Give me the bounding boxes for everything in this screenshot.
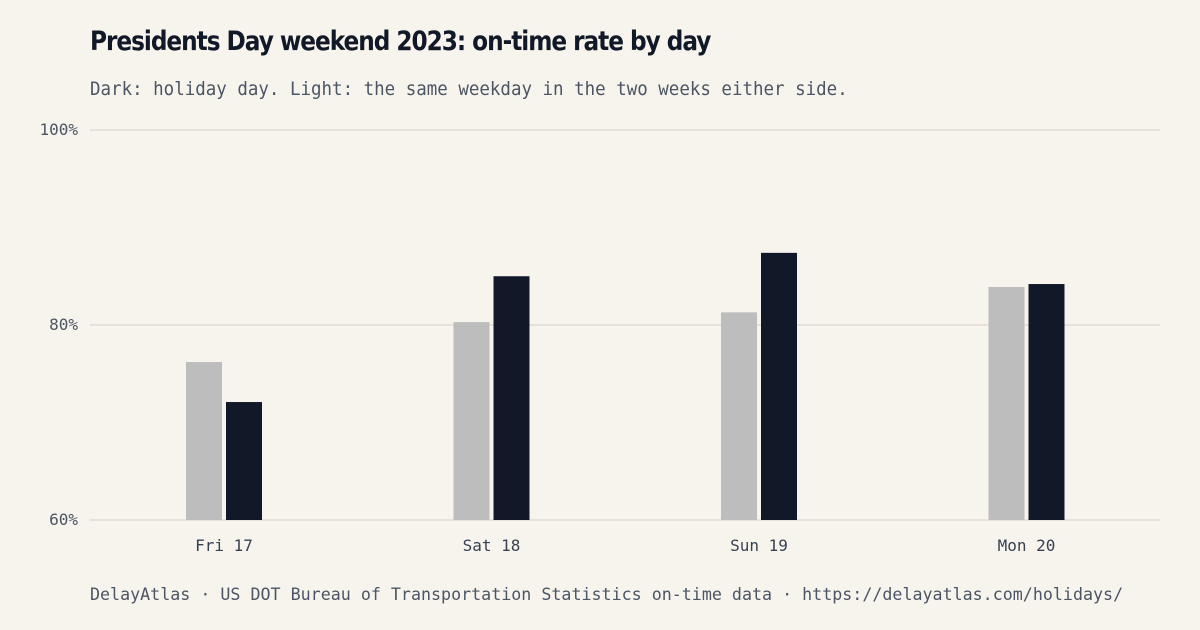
bar-holiday [493,276,530,520]
y-tick-label: 100% [39,120,78,139]
bars [186,252,1065,520]
bar-holiday [1028,284,1065,520]
y-tick-label: 60% [49,510,78,529]
bar-holiday [761,252,797,520]
bar-comparison [453,322,490,520]
bar-comparison [186,362,222,520]
x-category-label: Fri 17 [195,536,253,555]
source-footer: DelayAtlas · US DOT Bureau of Transporta… [90,585,1124,605]
y-axis-ticks: 60% 80% 100% [39,120,78,529]
bar-comparison [721,312,757,520]
x-axis-categories: Fri 17 Sat 18 Sun 19 Mon 20 [195,536,1055,555]
x-category-label: Sat 18 [463,536,521,555]
y-tick-label: 80% [49,315,78,334]
chart-title: Presidents Day weekend 2023: on-time rat… [90,26,711,57]
gridlines [90,129,1160,521]
x-category-label: Sun 19 [730,536,788,555]
chart-subtitle: Dark: holiday day. Light: the same weekd… [90,78,848,100]
x-category-label: Mon 20 [998,536,1056,555]
bar-holiday [226,402,262,520]
bar-comparison [988,286,1025,520]
